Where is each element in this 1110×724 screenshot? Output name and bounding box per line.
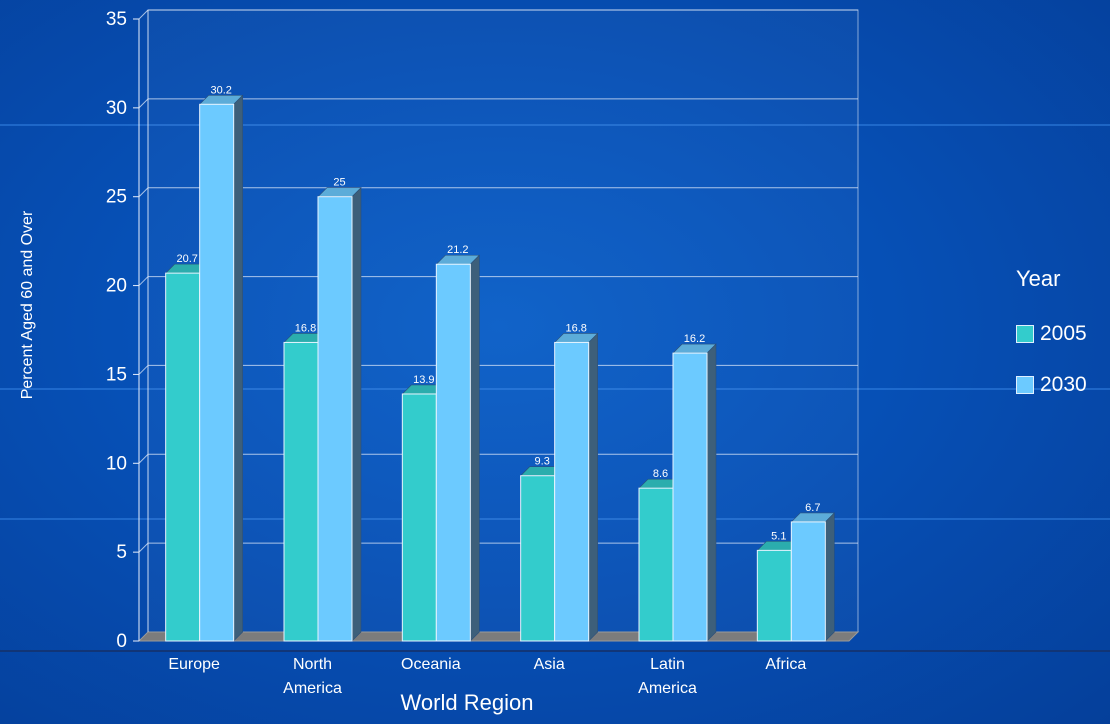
y-tick-label: 30 — [106, 98, 127, 119]
data-label-2030: 25 — [333, 177, 345, 189]
x-tick-label: North — [293, 656, 332, 673]
bar-2005 — [165, 272, 201, 642]
data-label-2005: 16.8 — [295, 322, 316, 334]
bar-2005 — [638, 487, 674, 642]
bar-side-2030 — [825, 512, 835, 642]
bar-side-2030 — [351, 186, 362, 642]
legend-swatch-2005 — [1016, 325, 1034, 343]
y-axis: 0 5 10 15 20 25 30 35 — [106, 9, 149, 652]
bar-2005 — [756, 549, 792, 642]
x-tick-label: Latin — [650, 656, 685, 673]
data-labels: 20.7 30.2 16.8 25 13.9 21.2 9.3 16.8 8.6 16.2 5.1 6… — [176, 84, 820, 542]
y-tick-label: 25 — [106, 187, 127, 208]
gridline-side — [138, 9, 149, 20]
bar-2005 — [520, 475, 556, 642]
data-label-2030: 21.2 — [447, 244, 468, 256]
y-tick-label: 5 — [116, 542, 127, 563]
bar-side-2030 — [706, 343, 717, 642]
plot-floor — [137, 631, 860, 642]
x-tick-label: Asia — [534, 656, 565, 673]
legend-label-2005: 2005 — [1040, 322, 1087, 345]
legend-title: Year — [1016, 266, 1061, 291]
data-label-2030: 30.2 — [210, 84, 231, 96]
gridline-side — [138, 542, 149, 553]
bar-2030 — [790, 521, 826, 642]
x-tick-label-line2: America — [638, 680, 697, 697]
bar-side-2030 — [233, 94, 243, 642]
bar-2030 — [317, 196, 353, 642]
bar-2005 — [401, 393, 437, 642]
bar-2030 — [435, 263, 471, 642]
bar-2030 — [672, 352, 708, 642]
gridline-side — [138, 187, 149, 198]
bar-2030 — [199, 103, 235, 642]
gridline-side — [138, 365, 149, 375]
y-tick-label: 10 — [106, 453, 127, 474]
plot-back-wall — [147, 9, 859, 633]
gridline-side — [138, 453, 149, 464]
legend: Year 2005 2030 — [1016, 266, 1087, 424]
data-label-2030: 16.2 — [684, 333, 705, 345]
legend-item-2030: 2030 — [1016, 373, 1087, 397]
data-label-2030: 16.8 — [565, 322, 586, 334]
data-label-2005: 20.7 — [176, 253, 197, 265]
bar-2005 — [283, 341, 319, 642]
bar-side-2030 — [588, 332, 598, 642]
bar-side-2030 — [470, 254, 480, 642]
x-tick-label: Africa — [765, 656, 806, 673]
legend-item-2005: 2005 — [1016, 322, 1087, 346]
legend-swatch-2030 — [1016, 376, 1034, 394]
data-label-2030: 6.7 — [805, 502, 820, 514]
data-label-2005: 9.3 — [535, 456, 550, 468]
x-tick-label: Oceania — [401, 656, 461, 673]
y-axis-title: Percent Aged 60 and Over — [19, 210, 36, 400]
legend-label-2030: 2030 — [1040, 373, 1087, 396]
gridline-side — [138, 276, 149, 286]
y-tick-label: 0 — [116, 631, 127, 652]
y-tick-label: 20 — [106, 276, 127, 297]
data-label-2005: 5.1 — [771, 530, 786, 542]
gridlines — [137, 9, 860, 642]
bars — [164, 94, 836, 642]
x-axis-title: World Region — [400, 690, 534, 715]
data-label-2005: 13.9 — [413, 374, 434, 386]
x-tick-label-line2: America — [283, 680, 342, 697]
x-axis-categories: Europe North America Oceania Asia Latin Americ… — [168, 656, 806, 697]
y-tick-label: 15 — [106, 364, 127, 385]
x-tick-label: Europe — [168, 656, 220, 673]
y-tick-label: 35 — [106, 9, 127, 30]
bar-2030 — [554, 341, 590, 642]
gridline-side — [138, 98, 149, 109]
data-label-2005: 8.6 — [653, 468, 668, 480]
